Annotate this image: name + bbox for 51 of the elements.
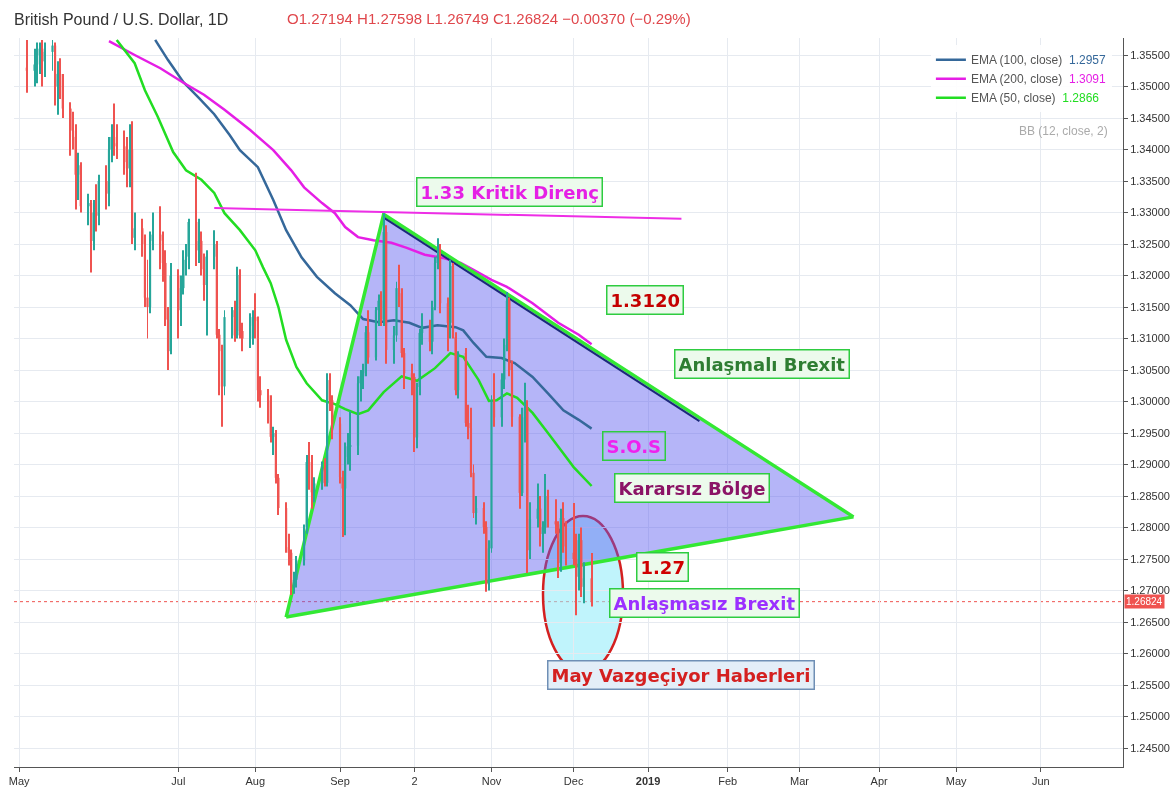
- annotation: Anlaşmalı Brexit: [678, 353, 846, 375]
- y-tick-label: 1.25000: [1130, 710, 1170, 723]
- x-tick-label: Apr: [870, 775, 889, 788]
- ref-line-label: 1.26824: [1126, 596, 1163, 607]
- y-tick-label: 1.27000: [1130, 584, 1170, 597]
- y-tick-label: 1.28500: [1130, 489, 1170, 502]
- y-tick-label: 1.32000: [1130, 269, 1170, 282]
- x-tick-label: Aug: [245, 775, 266, 788]
- y-tick-label: 1.35000: [1130, 80, 1170, 93]
- y-tick-label: 1.29000: [1130, 458, 1170, 471]
- annotation: 1.33 Kritik Direnç: [420, 181, 599, 203]
- y-tick-label: 1.30500: [1130, 363, 1170, 376]
- y-tick-label: 1.34500: [1130, 111, 1170, 124]
- y-tick-label: 1.33500: [1130, 174, 1170, 187]
- legend-label: EMA (50, close) 1.2866: [970, 91, 1100, 106]
- x-tick-label: 2019: [635, 775, 661, 788]
- y-tick-label: 1.26000: [1130, 647, 1170, 660]
- x-tick-label: Jul: [171, 775, 186, 788]
- y-tick-label: 1.30000: [1130, 395, 1170, 408]
- annotation: S.O.S: [606, 435, 662, 457]
- y-tick-label: 1.26500: [1130, 615, 1170, 628]
- y-tick-label: 1.27500: [1130, 552, 1170, 565]
- x-tick-label: Mar: [790, 775, 810, 788]
- y-tick-label: 1.35500: [1130, 48, 1170, 61]
- y-tick-label: 1.28000: [1130, 521, 1170, 534]
- x-tick-label: Sep: [330, 775, 350, 788]
- legend-label: EMA (100, close) 1.2957: [970, 53, 1106, 68]
- y-tick-label: 1.31500: [1130, 300, 1170, 313]
- chart-subtitle: O1.27194 H1.27598 L1.26749 C1.26824 −0.00370 (−0.29%): [287, 10, 691, 27]
- annotation: Kararsız Bölge: [618, 477, 766, 499]
- y-tick-label: 1.34000: [1130, 143, 1170, 156]
- y-tick-label: 1.33000: [1130, 206, 1170, 219]
- y-tick-label: 1.29500: [1130, 426, 1170, 439]
- x-tick-label: Dec: [563, 775, 584, 788]
- annotation: 1.27: [640, 556, 685, 578]
- annotation: 1.3120: [610, 289, 680, 311]
- annotation: May Vazgeçiyor Haberleri: [551, 664, 811, 686]
- x-tick-label: 2: [411, 775, 418, 788]
- x-tick-label: May: [8, 775, 31, 788]
- y-tick-label: 1.32500: [1130, 237, 1170, 250]
- x-tick-label: Feb: [718, 775, 738, 788]
- y-tick-label: 1.24500: [1130, 741, 1170, 754]
- x-tick-label: Nov: [481, 775, 502, 788]
- y-tick-label: 1.25500: [1130, 678, 1170, 691]
- annotation: Anlaşmasız Brexit: [613, 592, 796, 614]
- x-tick-label: May: [945, 775, 968, 788]
- chart-title: British Pound / U.S. Dollar, 1D: [14, 10, 229, 28]
- legend-label: EMA (200, close) 1.3091: [970, 72, 1106, 87]
- annotation: BB (12, close, 2): [1019, 124, 1108, 138]
- y-tick-label: 1.31000: [1130, 332, 1170, 345]
- x-tick-label: Jun: [1031, 775, 1050, 788]
